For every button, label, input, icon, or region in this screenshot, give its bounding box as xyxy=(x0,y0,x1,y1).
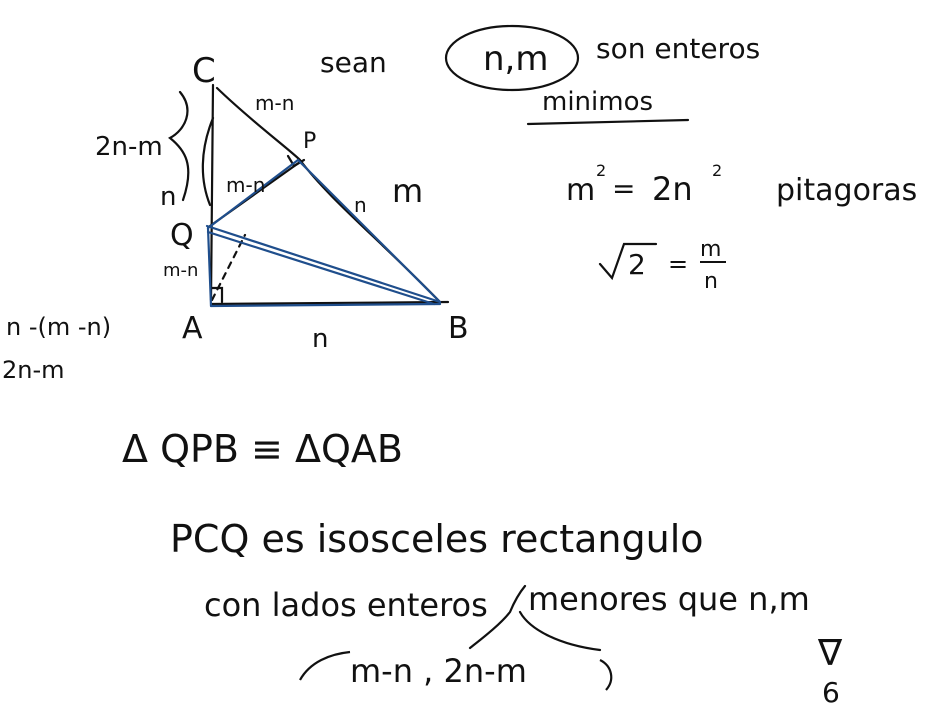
qb-blue-1 xyxy=(205,224,442,304)
eq-m-exp: 2 xyxy=(596,161,606,180)
vertex-q: Q xyxy=(170,218,194,253)
qp-blue xyxy=(206,158,300,230)
label-hyp: m xyxy=(392,172,423,210)
minimos-underline xyxy=(526,118,690,126)
qb-blue-2 xyxy=(206,230,436,306)
isosceles-statement: PCQ es isosceles rectangulo xyxy=(170,517,704,561)
label-cp: m-n xyxy=(255,91,294,115)
vertex-c: C xyxy=(192,51,216,91)
brace-lines xyxy=(468,584,602,652)
qed-top: ∇ xyxy=(817,633,843,674)
qa-blue xyxy=(206,226,213,308)
sides-left: con lados enteros xyxy=(204,586,488,624)
side-note-1: n -(m -n) xyxy=(6,313,111,341)
bracket-arc-right xyxy=(599,659,613,691)
congruence-statement: Δ QPB ≡ ΔQAB xyxy=(122,427,403,471)
side-ab xyxy=(209,300,450,306)
sqrt-sign xyxy=(598,242,658,281)
header-rest: son enteros xyxy=(596,32,760,65)
sqrt-equation: 2 = m n xyxy=(598,237,726,294)
sqrt-equals: = xyxy=(668,250,688,278)
eq-n-exp: 2 xyxy=(712,161,722,180)
eq-2n: 2n xyxy=(652,170,693,208)
side-note-2: 2n-m xyxy=(2,356,65,384)
right-angle-a xyxy=(209,286,224,304)
vertex-a: A xyxy=(182,311,203,346)
vertex-p: P xyxy=(303,129,316,154)
header-sean: sean xyxy=(320,46,387,79)
pythagoras-equation: m 2 = 2n 2 pitagoras xyxy=(566,161,917,208)
vars-circle xyxy=(444,24,580,92)
label-qp: m-n xyxy=(226,173,265,197)
cq-brace xyxy=(168,90,190,202)
bracket-arc-left xyxy=(299,650,351,681)
header-vars: n,m xyxy=(483,39,548,79)
label-qa-upper: n xyxy=(160,182,176,212)
eq-equals: = xyxy=(612,172,635,205)
triangle-blue-lines xyxy=(205,158,442,308)
label-pb: n xyxy=(354,193,367,217)
vertex-b: B xyxy=(448,311,469,346)
qa-brace-top xyxy=(201,116,215,207)
label-qa: m-n xyxy=(163,260,198,281)
qed-bottom: 6 xyxy=(822,676,840,709)
frac-num: m xyxy=(700,237,721,262)
sides-right: menores que n,m xyxy=(528,580,810,618)
label-cq: 2n-m xyxy=(95,132,163,162)
eq-pitagoras: pitagoras xyxy=(776,173,917,208)
ab-blue xyxy=(209,302,442,308)
pb-blue xyxy=(296,158,442,304)
bracket-text: m-n , 2n-m xyxy=(350,652,527,690)
eq-m: m xyxy=(566,173,595,208)
sqrt-body: 2 xyxy=(628,248,646,281)
label-ab: n xyxy=(312,324,328,354)
header-minimos: minimos xyxy=(542,87,653,117)
frac-den: n xyxy=(704,269,718,294)
qb-dashed xyxy=(210,233,247,302)
